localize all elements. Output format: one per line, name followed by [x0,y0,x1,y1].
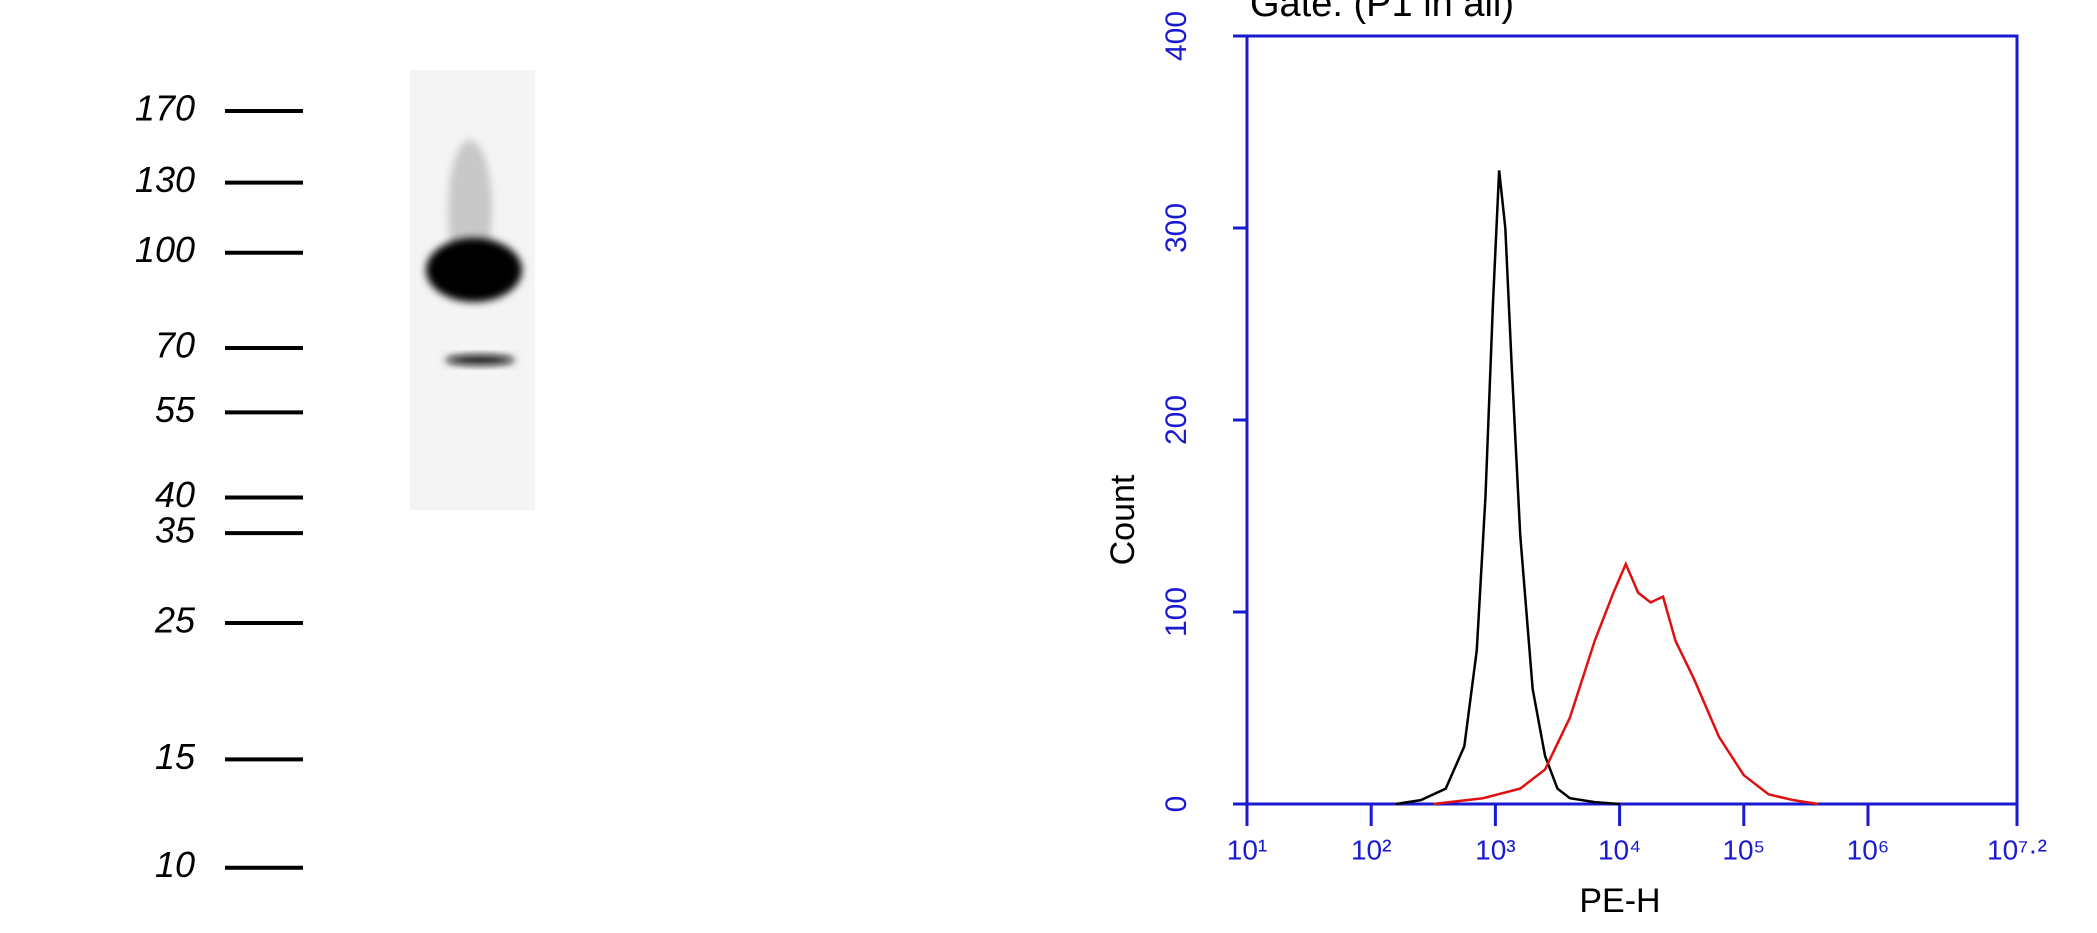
y-tick-label: 300 [1160,203,1193,253]
histogram-line [1396,170,1620,804]
x-tick-label: 10³ [1475,834,1515,865]
plot-frame [1247,36,2017,804]
marker-label: 15 [155,736,196,777]
marker-label: 55 [155,389,196,430]
x-tick-label: 10⁷·² [1987,834,2047,865]
x-axis-label: PE-H [1579,882,1660,920]
x-tick-label: 10¹ [1227,834,1267,865]
y-tick-label: 0 [1160,796,1193,813]
x-tick-label: 10⁶ [1847,834,1890,865]
histogram-line [1433,564,1818,804]
marker-label: 130 [135,159,195,200]
marker-label: 35 [155,510,196,551]
figure: Gate: (P1 in all) PE-H Count 17013010070… [0,0,2097,933]
marker-label: 10 [155,844,195,885]
x-tick-label: 10² [1351,834,1391,865]
y-axis-label: Count [1104,474,1142,565]
y-tick-label: 100 [1160,587,1193,637]
band-major [426,238,522,302]
marker-label: 170 [135,88,195,129]
chart-title: Gate: (P1 in all) [1250,0,1514,25]
marker-label: 25 [154,600,196,641]
y-tick-label: 400 [1160,11,1193,61]
y-tick-label: 200 [1160,395,1193,445]
band-minor [445,355,515,365]
x-tick-label: 10⁴ [1598,834,1641,865]
x-tick-label: 10⁵ [1722,834,1765,865]
marker-label: 100 [135,229,195,270]
marker-label: 70 [155,325,195,366]
